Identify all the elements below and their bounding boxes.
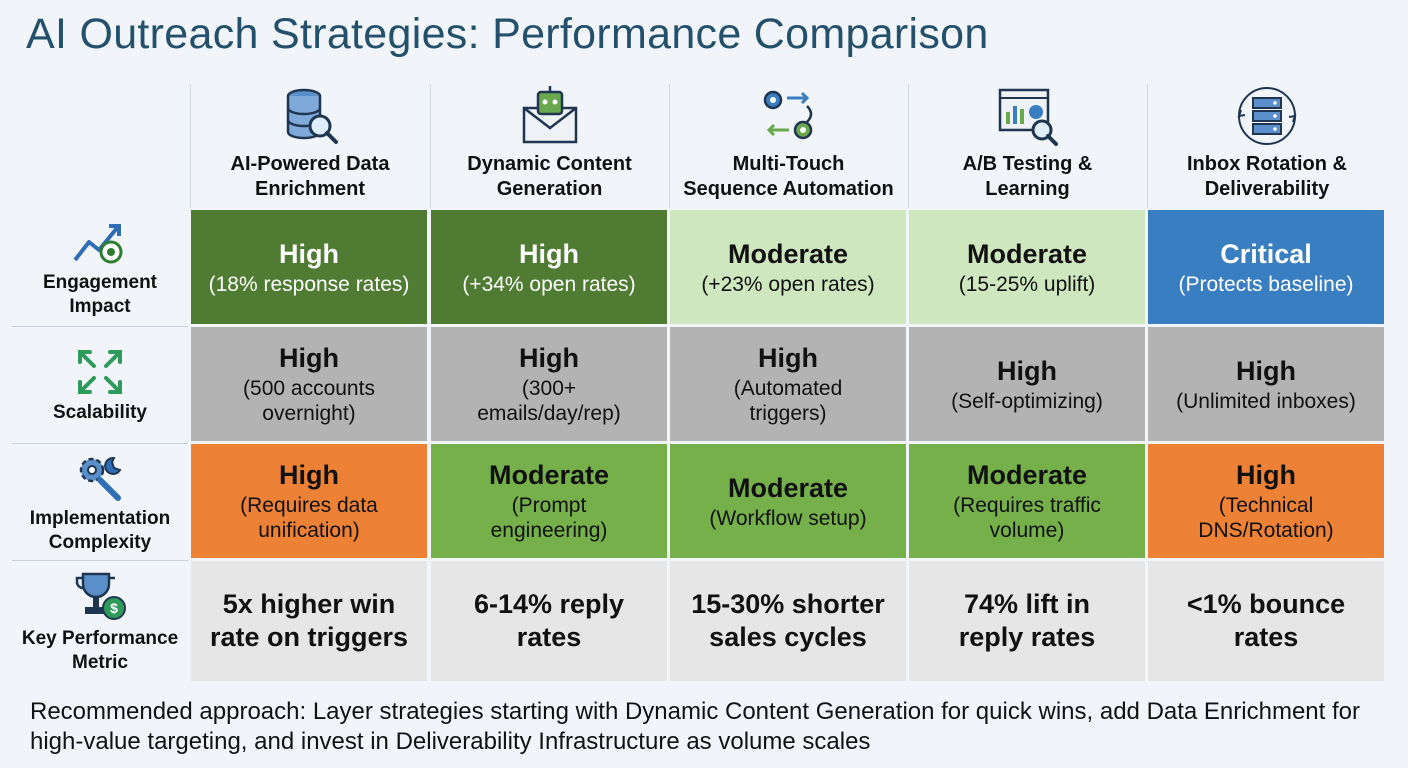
gears-arrows-icon — [757, 84, 821, 148]
cell-detail: (Self-optimizing) — [951, 389, 1103, 413]
cell-engagement-inbox-rotation: Critical (Protects baseline) — [1148, 210, 1384, 324]
row-label: Implementation Complexity — [29, 507, 171, 553]
cell-scalability-ab-testing: High (Self-optimizing) — [909, 327, 1145, 441]
row-divider — [12, 560, 188, 561]
cell-complexity-content-generation: Moderate (Prompt engineering) — [431, 444, 667, 558]
cell-metric-value: 6-14% reply rates — [473, 589, 625, 652]
row-header-implementation-complexity: Implementation Complexity — [12, 446, 188, 560]
cell-detail: (18% response rates) — [208, 272, 410, 296]
server-rotation-icon — [1235, 84, 1299, 148]
cell-metric-inbox-rotation: <1% bounce rates — [1148, 561, 1384, 681]
svg-text:$: $ — [110, 600, 118, 616]
cell-rating: Moderate — [727, 238, 849, 269]
cell-rating: Moderate — [727, 472, 849, 503]
cell-complexity-data-enrichment: High (Requires data unification) — [191, 444, 427, 558]
cell-rating: High — [519, 343, 579, 373]
row-divider — [12, 326, 188, 327]
row-label: Engagement Impact — [42, 271, 158, 317]
cell-engagement-sequence-automation: Moderate (+23% open rates) — [670, 210, 906, 324]
cell-rating: High — [279, 343, 339, 373]
cell-complexity-sequence-automation: Moderate (Workflow setup) — [670, 444, 906, 558]
cell-rating: Critical — [1220, 238, 1312, 269]
column-header-data-enrichment: AI-Powered Data Enrichment — [191, 84, 429, 208]
cell-detail: (Protects baseline) — [1178, 272, 1354, 296]
cell-rating: High — [519, 238, 579, 269]
cell-rating: Moderate — [966, 238, 1088, 269]
cell-rating: High — [997, 355, 1057, 386]
cell-metric-value: 15-30% shorter sales cycles — [691, 589, 885, 652]
cell-rating: High — [1236, 460, 1296, 490]
cell-detail: (Unlimited inboxes) — [1176, 389, 1356, 413]
row-divider — [12, 443, 188, 444]
page-title: AI Outreach Strategies: Performance Comp… — [26, 10, 989, 58]
expand-arrows-icon — [74, 348, 126, 401]
cell-rating: High — [1236, 355, 1296, 386]
column-divider — [190, 84, 191, 208]
cell-rating: Moderate — [966, 460, 1088, 490]
row-label: Key Performance Metric — [21, 627, 179, 673]
dashboard-magnifier-icon — [996, 84, 1060, 148]
column-divider — [908, 84, 909, 208]
row-header-scalability: Scalability — [12, 329, 188, 443]
cell-rating: High — [279, 238, 339, 269]
cell-engagement-ab-testing: Moderate (15-25% uplift) — [909, 210, 1145, 324]
cell-detail: (Requires traffic volume) — [953, 494, 1101, 542]
cell-complexity-inbox-rotation: High (Technical DNS/Rotation) — [1148, 444, 1384, 558]
column-header-ab-testing: A/B Testing & Learning — [909, 84, 1146, 208]
gear-wrench-icon — [74, 452, 126, 507]
cell-detail: (Technical DNS/Rotation) — [1198, 494, 1334, 542]
cell-metric-content-generation: 6-14% reply rates — [431, 561, 667, 681]
column-divider — [669, 84, 670, 208]
cell-metric-value: 5x higher win rate on triggers — [209, 589, 409, 652]
cell-rating: Moderate — [488, 460, 610, 490]
column-divider — [430, 84, 431, 208]
cell-engagement-content-generation: High (+34% open rates) — [431, 210, 667, 324]
cell-detail: (Prompt engineering) — [490, 494, 608, 542]
column-label: AI-Powered Data Enrichment — [230, 153, 390, 200]
cell-rating: High — [279, 460, 339, 490]
column-label: Multi-Touch Sequence Automation — [683, 153, 894, 200]
cell-detail: (Automated triggers) — [733, 377, 843, 425]
cell-complexity-ab-testing: Moderate (Requires traffic volume) — [909, 444, 1145, 558]
cell-engagement-data-enrichment: High (18% response rates) — [191, 210, 427, 324]
column-label: Dynamic Content Generation — [467, 153, 632, 200]
column-header-content-generation: Dynamic Content Generation — [431, 84, 668, 208]
trend-target-icon — [71, 220, 129, 271]
cell-scalability-inbox-rotation: High (Unlimited inboxes) — [1148, 327, 1384, 441]
cell-detail: (15-25% uplift) — [958, 272, 1096, 296]
trophy-dollar-icon: $ — [73, 570, 127, 627]
column-header-inbox-rotation: Inbox Rotation & Deliverability — [1148, 84, 1386, 208]
cell-metric-sequence-automation: 15-30% shorter sales cycles — [670, 561, 906, 681]
column-label: A/B Testing & Learning — [962, 153, 1093, 200]
cell-detail: (Requires data unification) — [240, 494, 378, 542]
cell-scalability-data-enrichment: High (500 accounts overnight) — [191, 327, 427, 441]
cell-detail: (+23% open rates) — [701, 272, 875, 296]
column-header-sequence-automation: Multi-Touch Sequence Automation — [670, 84, 907, 208]
row-label: Scalability — [53, 401, 147, 423]
cell-detail: (500 accounts overnight) — [243, 377, 375, 425]
recommendation-footer: Recommended approach: Layer strategies s… — [30, 698, 1360, 755]
row-header-key-performance-metric: $ Key Performance Metric — [12, 563, 188, 681]
column-divider — [1147, 84, 1148, 208]
row-header-engagement-impact: Engagement Impact — [12, 212, 188, 326]
column-label: Inbox Rotation & Deliverability — [1187, 153, 1347, 200]
cell-scalability-sequence-automation: High (Automated triggers) — [670, 327, 906, 441]
cell-rating: High — [758, 343, 818, 373]
cell-metric-value: <1% bounce rates — [1186, 589, 1346, 652]
cell-detail: (+34% open rates) — [462, 272, 636, 296]
robot-envelope-icon — [518, 84, 582, 148]
cell-metric-value: 74% lift in reply rates — [958, 589, 1096, 652]
cell-metric-ab-testing: 74% lift in reply rates — [909, 561, 1145, 681]
cell-detail: (Workflow setup) — [709, 506, 867, 530]
cell-metric-data-enrichment: 5x higher win rate on triggers — [191, 561, 427, 681]
database-search-icon — [278, 84, 342, 148]
cell-detail: (300+ emails/day/rep) — [477, 377, 621, 425]
cell-scalability-content-generation: High (300+ emails/day/rep) — [431, 327, 667, 441]
